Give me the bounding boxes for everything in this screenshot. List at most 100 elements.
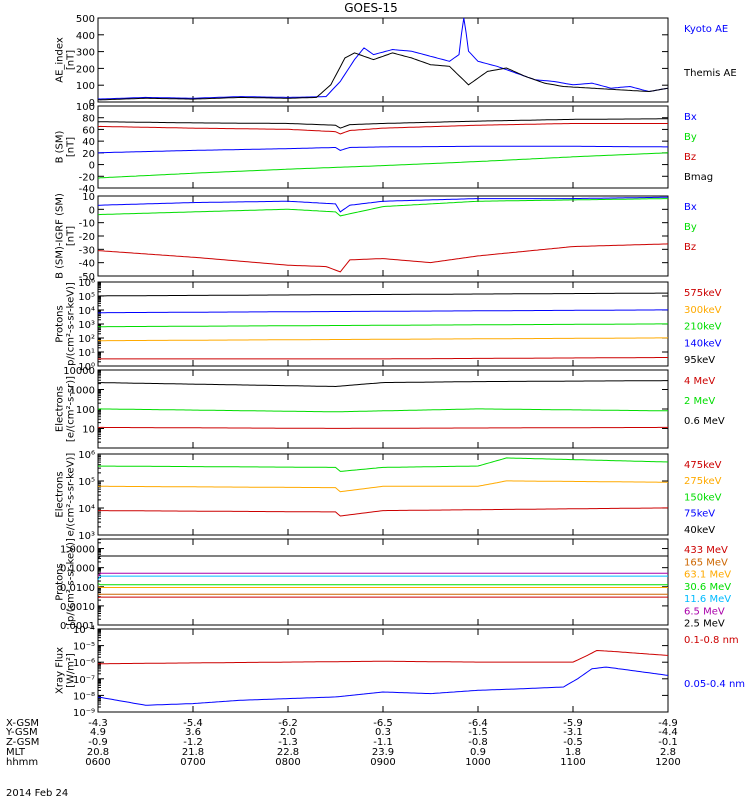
y-tick-label: 10⁰ <box>78 362 95 373</box>
y-axis-label: Protons[p/(cm²-s-sr-keV)] <box>55 538 77 626</box>
legend-entry: 475keV <box>684 460 722 471</box>
plot-title: GOES-15 <box>344 1 398 15</box>
y-tick-label: 10⁻⁴ <box>73 625 95 636</box>
legend-entry: 4 MeV <box>684 376 715 387</box>
legend-entry: 40keV <box>684 525 715 536</box>
y-tick-label: -40 <box>79 259 95 270</box>
legend-entry: Bx <box>684 112 697 123</box>
time-axis-value: -0.5 <box>563 737 583 748</box>
y-tick-label: -40 <box>79 184 95 195</box>
series-line <box>97 17 669 100</box>
series-line <box>97 507 668 517</box>
legend-entry: 30.6 MeV <box>684 582 731 593</box>
y-tick-label: 10⁵ <box>78 292 95 303</box>
legend-entry: 0.05-0.4 nm <box>684 679 745 690</box>
y-tick-label: -20 <box>79 172 95 183</box>
y-tick-label: -50 <box>79 272 95 283</box>
legend-entry: Bmag <box>684 172 713 183</box>
y-tick-label: 0 <box>89 161 95 172</box>
panel-1: 0 100 200 300 400 500 AE_index[nT] Kyoto AE Them… <box>55 14 737 109</box>
y-tick-label: 200 <box>76 64 95 75</box>
panel-frame <box>97 195 669 277</box>
date-label: 2014 Feb 24 <box>6 788 68 799</box>
time-axis-value: -0.1 <box>658 737 678 748</box>
time-axis-value: -4.3 <box>88 718 108 729</box>
series-line <box>97 555 668 559</box>
time-axis-value: 2.0 <box>280 727 296 738</box>
y-tick-label: 100 <box>76 81 95 92</box>
legend-entry: By <box>684 132 697 143</box>
legend-entry: 210keV <box>684 322 722 333</box>
y-tick-label: 10⁵ <box>78 477 95 488</box>
legend-entry: 575keV <box>684 288 722 299</box>
series-line <box>97 123 668 135</box>
time-axis-row-label: MLT <box>6 747 26 758</box>
series-line <box>98 457 669 472</box>
series-line <box>97 145 668 154</box>
series-line <box>97 426 668 429</box>
time-axis-value: 0.9 <box>470 747 486 758</box>
series-line <box>97 196 669 213</box>
time-axis-value: 21.8 <box>182 747 204 758</box>
series-line <box>98 649 669 665</box>
y-tick-label: -10 <box>79 219 95 230</box>
time-axis-value: -3.1 <box>563 727 583 738</box>
series-line <box>97 575 668 580</box>
legend-entry: 165 MeV <box>684 557 728 568</box>
legend-entry: Bx <box>684 202 697 213</box>
y-tick-label: 10³ <box>78 531 95 542</box>
legend-entry: 2.5 MeV <box>684 619 725 630</box>
legend-entry: Bz <box>684 242 696 253</box>
y-tick-label: 0 <box>89 205 95 216</box>
y-axis-label: Protonsp/(cm²-s-sr-keV)] <box>55 282 77 366</box>
y-tick-label: 80 <box>82 114 95 125</box>
series-line <box>97 52 669 101</box>
series-line <box>97 118 668 129</box>
panel-frame <box>97 538 669 626</box>
panel-7: 0.0001 0.0010 0.0100 0.1000 1.0000Protons[p/… <box>55 538 732 632</box>
time-axis-value: 22.8 <box>277 747 299 758</box>
panel-3: -50 -40 -30 -20 -10 0 10 B (SM)-IGRF (SM)[nT] Bx… <box>55 192 697 283</box>
time-axis-value: -5.4 <box>183 718 203 729</box>
time-axis-value: -6.2 <box>278 718 298 729</box>
time-axis-row-label: hhmm <box>6 757 38 768</box>
time-axis-value: 20.8 <box>87 747 109 758</box>
legend-entry: 95keV <box>684 355 715 366</box>
legend-entry: 275keV <box>684 476 722 487</box>
y-tick-label: 10⁴ <box>78 306 95 317</box>
time-axis-value: 2.8 <box>660 747 676 758</box>
legend-entry: 0.6 MeV <box>684 416 725 427</box>
legend-entry: 11.6 MeV <box>684 594 731 605</box>
y-tick-label: 0.1000 <box>60 564 95 575</box>
time-axis-row-label: X-GSM <box>6 718 39 729</box>
y-tick-label: 1.0000 <box>60 545 95 556</box>
time-axis-value: 0600 <box>85 757 110 768</box>
series-line <box>98 357 668 360</box>
time-axis-value: 23.9 <box>372 747 394 758</box>
legend-entry: 0.1-0.8 nm <box>684 635 739 646</box>
time-axis-row-label: Z-GSM <box>6 737 39 748</box>
y-tick-label: 10 <box>82 192 95 203</box>
legend-entry: 433 MeV <box>684 545 728 556</box>
time-axis-value: -6.4 <box>468 718 488 729</box>
y-axis-label: Electrons[e/(cm²-s-sr)] <box>55 376 77 442</box>
y-tick-label: 10⁴ <box>78 504 95 515</box>
y-tick-label: 60 <box>82 125 95 136</box>
legend-entry: Themis AE <box>683 68 737 79</box>
legend-entry: Bz <box>684 152 696 163</box>
legend-entry: By <box>684 222 697 233</box>
legend-entry: 75keV <box>684 509 715 520</box>
series-line <box>97 337 668 342</box>
panel-frame <box>97 628 669 713</box>
y-tick-label: 10⁶ <box>78 278 95 289</box>
time-axis-value: 3.6 <box>185 727 201 738</box>
y-tick-label: 10⁻⁶ <box>73 658 95 669</box>
time-axis-row-label: Y-GSM <box>5 727 38 738</box>
time-axis-value: 1100 <box>560 757 585 768</box>
time-axis-value: -6.5 <box>373 718 393 729</box>
y-tick-label: 10⁻⁸ <box>73 691 95 702</box>
